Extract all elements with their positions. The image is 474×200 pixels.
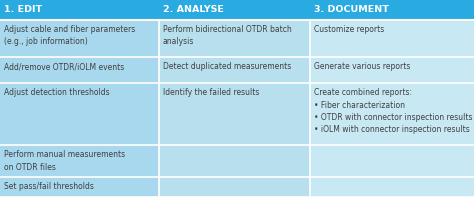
Bar bbox=[310, 83, 474, 145]
Text: Perform bidirectional OTDR batch
analysis: Perform bidirectional OTDR batch analysi… bbox=[163, 25, 292, 46]
Bar bbox=[159, 177, 310, 197]
Bar bbox=[159, 145, 310, 177]
Text: 1. EDIT: 1. EDIT bbox=[4, 5, 42, 15]
Bar bbox=[159, 83, 310, 145]
Bar bbox=[159, 0, 310, 20]
Bar bbox=[310, 57, 474, 83]
Text: Adjust cable and fiber parameters
(e.g., job information): Adjust cable and fiber parameters (e.g.,… bbox=[4, 25, 135, 46]
Bar bbox=[0, 83, 159, 145]
Text: Detect duplicated measurements: Detect duplicated measurements bbox=[163, 62, 291, 71]
Text: 3. DOCUMENT: 3. DOCUMENT bbox=[314, 5, 389, 15]
Bar bbox=[310, 177, 474, 197]
Bar bbox=[310, 20, 474, 57]
Text: Adjust detection thresholds: Adjust detection thresholds bbox=[4, 88, 109, 97]
Bar bbox=[159, 57, 310, 83]
Bar bbox=[0, 177, 159, 197]
Bar bbox=[310, 145, 474, 177]
Text: Set pass/fail thresholds: Set pass/fail thresholds bbox=[4, 182, 94, 191]
Text: Identify the failed results: Identify the failed results bbox=[163, 88, 259, 97]
Bar bbox=[0, 57, 159, 83]
Bar bbox=[0, 20, 159, 57]
Text: 2. ANALYSE: 2. ANALYSE bbox=[163, 5, 224, 15]
Bar bbox=[310, 0, 474, 20]
Bar bbox=[0, 145, 159, 177]
Bar bbox=[159, 20, 310, 57]
Bar bbox=[0, 0, 159, 20]
Text: Customize reports: Customize reports bbox=[314, 25, 385, 34]
Text: Generate various reports: Generate various reports bbox=[314, 62, 411, 71]
Text: Create combined reports:
• Fiber characterization
• OTDR with connector inspecti: Create combined reports: • Fiber charact… bbox=[314, 88, 473, 134]
Text: Perform manual measurements
on OTDR files: Perform manual measurements on OTDR file… bbox=[4, 150, 125, 171]
Text: Add/remove OTDR/iOLM events: Add/remove OTDR/iOLM events bbox=[4, 62, 124, 71]
